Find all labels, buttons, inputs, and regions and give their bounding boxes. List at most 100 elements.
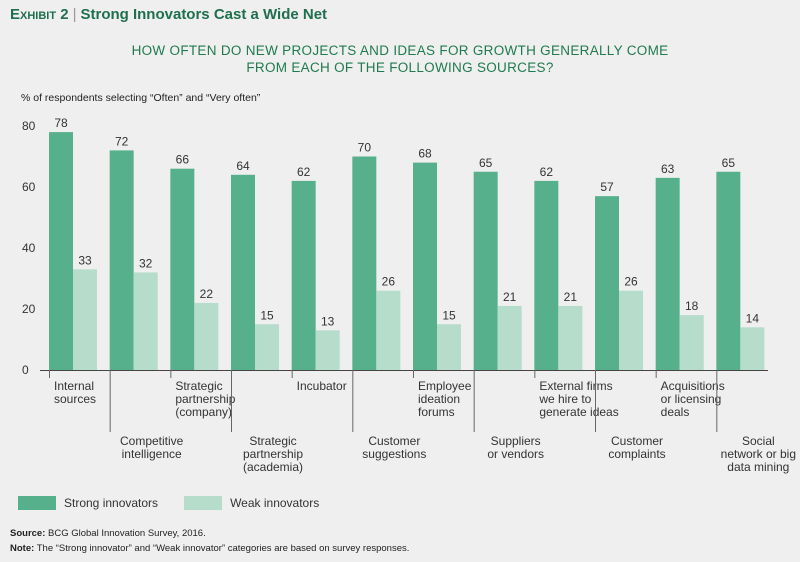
category-label-2-line-2: (company) xyxy=(175,405,232,419)
bar-strong-8 xyxy=(534,180,559,370)
bar-weak-2 xyxy=(194,302,219,370)
y-tick-label-60: 60 xyxy=(22,180,36,194)
bar-weak-10 xyxy=(679,315,704,370)
bar-weak-0 xyxy=(73,269,97,370)
bar-strong-4 xyxy=(291,180,316,370)
bar-strong-3 xyxy=(231,174,255,370)
data-label-weak-6: 15 xyxy=(442,308,456,322)
category-label-10-line-0: Acquisitions xyxy=(661,379,725,393)
data-label-strong-3: 64 xyxy=(236,159,250,173)
data-label-strong-7: 65 xyxy=(479,156,493,170)
bar-weak-8 xyxy=(558,305,583,370)
legend-item-strong: Strong innovators xyxy=(18,496,158,510)
category-label-5-line-0: Customer xyxy=(368,434,420,448)
legend: Strong innovators Weak innovators xyxy=(18,496,345,510)
category-label-7-line-0: Suppliers xyxy=(491,434,541,448)
data-label-weak-7: 21 xyxy=(503,290,517,304)
data-label-weak-0: 33 xyxy=(78,253,92,267)
source-text: BCG Global Innovation Survey, 2016. xyxy=(48,528,206,539)
bar-strong-0 xyxy=(49,132,73,370)
y-tick-label-40: 40 xyxy=(22,241,36,255)
category-label-5: Customer suggestions xyxy=(362,434,426,461)
category-label-10-line-2: deals xyxy=(661,405,690,419)
bar-strong-7 xyxy=(473,171,498,370)
bar-weak-5 xyxy=(376,290,401,370)
data-label-weak-2: 22 xyxy=(200,287,214,301)
data-label-strong-2: 66 xyxy=(176,153,190,167)
bar-weak-1 xyxy=(133,272,158,370)
category-label-1-line-1: intelligence xyxy=(122,447,182,461)
source-label: Source: xyxy=(10,528,46,539)
data-label-strong-8: 62 xyxy=(540,165,554,179)
legend-swatch-strong xyxy=(18,496,56,510)
y-tick-label-0: 0 xyxy=(22,363,29,377)
category-label-8-line-2: generate ideas xyxy=(539,405,618,419)
bar-strong-1 xyxy=(109,150,134,370)
data-label-strong-5: 70 xyxy=(358,141,372,155)
bar-weak-9 xyxy=(619,290,643,370)
category-label-4-line-0: Incubator xyxy=(297,379,347,393)
y-axis-label: % of respondents selecting “Often” and “… xyxy=(21,92,261,104)
data-label-strong-1: 72 xyxy=(115,134,129,148)
chart-title: HOW OFTEN DO NEW PROJECTS AND IDEAS FOR … xyxy=(0,42,800,76)
data-label-strong-9: 57 xyxy=(600,180,614,194)
category-label-11-line-0: Social xyxy=(742,434,775,448)
category-label-8-line-0: External firms xyxy=(539,379,612,393)
category-label-10: Acquisitions or licensing deals xyxy=(661,379,725,419)
source-note: Source: BCG Global Innovation Survey, 20… xyxy=(10,528,206,539)
legend-item-weak: Weak innovators xyxy=(184,496,319,510)
chart-title-line-2: FROM EACH OF THE FOLLOWING SOURCES? xyxy=(246,60,554,75)
data-label-weak-11: 14 xyxy=(746,311,760,325)
category-label-11: Social network or big data mining xyxy=(721,434,796,474)
chart-title-line-1: HOW OFTEN DO NEW PROJECTS AND IDEAS FOR … xyxy=(131,43,669,58)
category-label-11-line-1: network or big xyxy=(721,447,796,461)
category-label-1-line-0: Competitive xyxy=(120,434,184,448)
bar-strong-10 xyxy=(655,177,680,370)
category-label-0-line-1: sources xyxy=(54,392,96,406)
category-label-9-line-0: Customer xyxy=(611,434,663,448)
legend-label-strong: Strong innovators xyxy=(64,496,159,510)
data-label-strong-0: 78 xyxy=(54,116,68,130)
data-label-weak-1: 32 xyxy=(139,256,153,270)
y-tick-label-80: 80 xyxy=(22,119,36,133)
data-label-weak-10: 18 xyxy=(685,299,699,313)
category-label-0: Internal sources xyxy=(54,379,96,406)
data-label-weak-3: 15 xyxy=(260,308,274,322)
category-label-11-line-2: data mining xyxy=(727,460,789,474)
category-label-3-line-0: Strategic xyxy=(249,434,296,448)
data-label-strong-10: 63 xyxy=(661,162,675,176)
legend-swatch-weak xyxy=(184,496,223,510)
bar-weak-7 xyxy=(497,305,522,370)
exhibit-title: Exhibit 2 | Strong Innovators Cast a Wide … xyxy=(10,6,327,23)
bar-strong-5 xyxy=(352,156,377,370)
category-label-1: Competitive intelligence xyxy=(120,434,184,461)
category-label-6-line-0: Employee xyxy=(418,379,472,393)
category-label-6: Employee ideation forums xyxy=(418,379,472,419)
category-label-4: Incubator xyxy=(297,379,347,393)
category-label-8: External firms we hire to generate ideas xyxy=(538,379,618,419)
legend-label-weak: Weak innovators xyxy=(230,496,320,510)
bar-weak-11 xyxy=(740,327,765,370)
category-label-10-line-1: or licensing xyxy=(661,392,722,406)
category-label-2: Strategic partnership (company) xyxy=(175,379,235,419)
bar-weak-3 xyxy=(255,324,279,370)
category-label-7-line-1: or vendors xyxy=(487,447,544,461)
y-tick-label-20: 20 xyxy=(22,302,36,316)
category-label-3-line-2: (academia) xyxy=(243,460,303,474)
category-label-8-line-1: we hire to xyxy=(538,392,591,406)
bar-strong-11 xyxy=(716,171,741,370)
category-label-9: Customer complaints xyxy=(608,434,665,461)
category-label-9-line-1: complaints xyxy=(608,447,665,461)
data-label-weak-4: 13 xyxy=(321,314,335,328)
bar-strong-2 xyxy=(170,168,195,370)
data-label-weak-8: 21 xyxy=(564,290,578,304)
category-label-6-line-2: forums xyxy=(418,405,455,419)
category-label-7: Suppliers or vendors xyxy=(487,434,544,461)
footer-note: Note: The “Strong innovator” and “Weak i… xyxy=(10,543,409,554)
category-label-2-line-0: Strategic xyxy=(175,379,222,393)
bar-strong-9 xyxy=(595,196,619,370)
note-text: The “Strong innovator” and “Weak innovat… xyxy=(36,543,410,554)
exhibit-label: Exhibit 2 xyxy=(10,6,69,23)
note-label: Note: xyxy=(10,543,35,554)
bar-weak-6 xyxy=(437,324,461,370)
